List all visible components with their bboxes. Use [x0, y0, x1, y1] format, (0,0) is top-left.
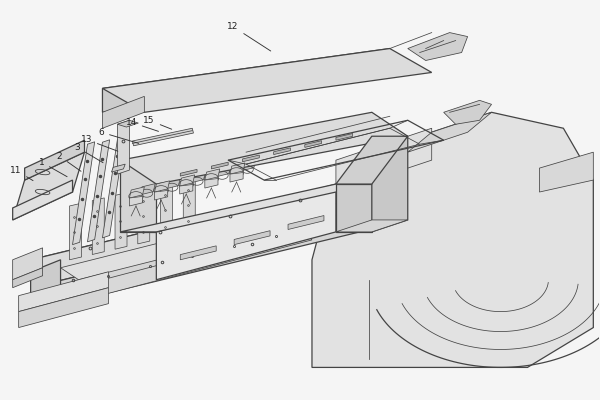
Polygon shape — [336, 134, 353, 140]
Text: 2: 2 — [56, 152, 81, 171]
Polygon shape — [179, 184, 193, 194]
Polygon shape — [179, 175, 194, 186]
Text: 11: 11 — [10, 166, 33, 181]
Text: 15: 15 — [143, 116, 172, 129]
Polygon shape — [180, 169, 197, 176]
Polygon shape — [274, 148, 290, 154]
Polygon shape — [157, 184, 336, 280]
Polygon shape — [112, 164, 125, 172]
Polygon shape — [242, 155, 259, 162]
Polygon shape — [121, 184, 372, 232]
Polygon shape — [539, 152, 593, 192]
Polygon shape — [241, 160, 256, 171]
Text: 13: 13 — [80, 135, 118, 151]
Polygon shape — [118, 120, 130, 174]
Polygon shape — [25, 140, 85, 180]
Polygon shape — [215, 166, 230, 177]
Polygon shape — [13, 180, 73, 220]
Polygon shape — [155, 181, 170, 192]
Polygon shape — [118, 120, 139, 127]
Polygon shape — [19, 272, 109, 312]
Polygon shape — [336, 136, 408, 184]
Polygon shape — [31, 180, 390, 280]
Polygon shape — [70, 203, 82, 260]
Polygon shape — [336, 184, 372, 232]
Polygon shape — [211, 162, 228, 169]
Polygon shape — [121, 160, 157, 232]
Polygon shape — [234, 231, 270, 245]
Polygon shape — [133, 128, 193, 146]
Text: 1: 1 — [38, 158, 67, 177]
Polygon shape — [31, 260, 61, 312]
Polygon shape — [103, 48, 390, 112]
Polygon shape — [305, 141, 322, 147]
Polygon shape — [130, 187, 145, 198]
Polygon shape — [13, 152, 85, 220]
Polygon shape — [336, 220, 408, 232]
Polygon shape — [288, 216, 324, 230]
Polygon shape — [408, 112, 491, 152]
Polygon shape — [230, 163, 245, 174]
Polygon shape — [183, 177, 195, 233]
Polygon shape — [121, 112, 408, 184]
Polygon shape — [13, 248, 43, 280]
Polygon shape — [312, 112, 593, 368]
Polygon shape — [103, 137, 125, 238]
Polygon shape — [180, 246, 216, 260]
Polygon shape — [155, 190, 168, 200]
Polygon shape — [61, 200, 348, 280]
Polygon shape — [73, 142, 95, 245]
Polygon shape — [138, 187, 150, 244]
Polygon shape — [73, 228, 312, 300]
Polygon shape — [140, 184, 155, 195]
Polygon shape — [115, 192, 127, 249]
Polygon shape — [166, 178, 180, 189]
Polygon shape — [408, 32, 467, 60]
Polygon shape — [372, 136, 408, 232]
Polygon shape — [103, 96, 145, 128]
Polygon shape — [190, 172, 205, 183]
Text: 14: 14 — [125, 118, 158, 131]
Polygon shape — [13, 268, 43, 288]
Text: 3: 3 — [74, 143, 103, 163]
Polygon shape — [205, 178, 218, 188]
Polygon shape — [230, 172, 243, 182]
Polygon shape — [31, 180, 360, 288]
Polygon shape — [88, 140, 110, 242]
Polygon shape — [92, 198, 104, 254]
Polygon shape — [336, 128, 431, 192]
Polygon shape — [443, 100, 491, 124]
Text: 6: 6 — [98, 128, 139, 144]
Polygon shape — [103, 48, 431, 112]
Polygon shape — [130, 196, 143, 206]
Polygon shape — [31, 208, 360, 312]
Text: 12: 12 — [227, 22, 271, 51]
Polygon shape — [205, 169, 220, 180]
Polygon shape — [19, 288, 109, 328]
Polygon shape — [161, 182, 172, 238]
